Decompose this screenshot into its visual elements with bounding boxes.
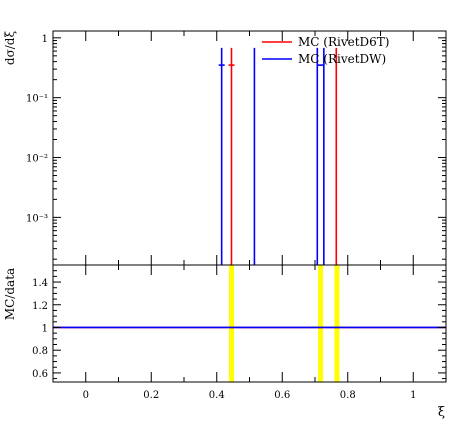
- ratio-y-tick-label: 1.4: [32, 278, 48, 289]
- main-y-tick-label: 10⁻²: [26, 154, 48, 165]
- legend-label-1: MC (RivetDW): [298, 52, 386, 66]
- ratio-y-axis-label: MC/data: [3, 268, 17, 320]
- main-frame: [52, 30, 447, 266]
- main-y-axis-label: dσ/dξ: [3, 31, 17, 66]
- x-tick-label: 1: [410, 390, 416, 401]
- main-y-tick-label: 1: [42, 34, 48, 45]
- main-panel: 1 10⁻¹ 10⁻² 10⁻³ MC (RivetD6T) MC (RivetDW): [26, 30, 447, 266]
- x-tick-label: 0: [83, 390, 89, 401]
- x-tick-label: 0.6: [274, 390, 290, 401]
- x-tick-label: 0.4: [209, 390, 225, 401]
- ratio-panel: 1.4 1.2 1 0.8 0.6 0 0.2 0.4 0.6 0.8 1: [32, 264, 447, 401]
- x-tick-label: 0.8: [340, 390, 356, 401]
- ratio-band-2: [334, 265, 340, 382]
- ratio-y-tick-label: 1.2: [32, 301, 48, 312]
- main-y-tick-label: 10⁻¹: [26, 94, 48, 105]
- ratio-y-tick-label: 1: [42, 323, 48, 334]
- ratio-band-1: [318, 265, 324, 382]
- x-axis-label: ξ: [438, 405, 445, 420]
- main-y-tick-label: 10⁻³: [26, 213, 48, 224]
- legend-label-0: MC (RivetD6T): [298, 35, 389, 49]
- ratio-y-tick-label: 0.8: [32, 346, 48, 357]
- ratio-y-tick-label: 0.6: [32, 369, 48, 380]
- ratio-frame: [52, 264, 447, 383]
- ratio-band-0: [228, 265, 234, 382]
- x-tick-label: 0.2: [143, 390, 159, 401]
